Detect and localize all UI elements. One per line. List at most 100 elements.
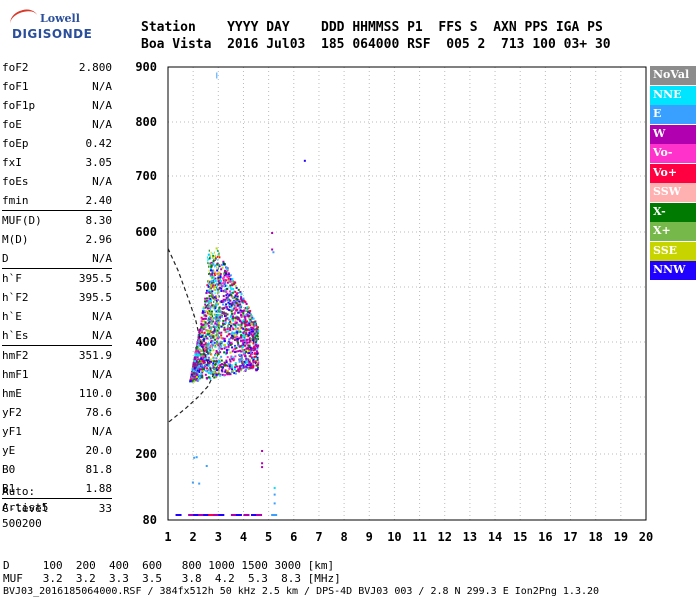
echo-point: [225, 288, 228, 291]
echo-point: [220, 325, 223, 328]
param-value: 78.6: [85, 406, 113, 419]
echo-point: [207, 259, 209, 262]
echo-point: [215, 373, 218, 376]
echo-point: [241, 300, 244, 303]
echo-point: [211, 283, 214, 286]
echo-point: [240, 326, 243, 329]
echo-point: [200, 372, 203, 375]
echo-point: [192, 374, 195, 377]
echo-point: [212, 371, 214, 374]
echo-point: [213, 300, 215, 303]
echo-point: [223, 263, 226, 266]
echo-point: [254, 368, 257, 371]
echo-point: [199, 327, 202, 330]
echo-point: [200, 368, 203, 371]
echo-point: [215, 283, 218, 286]
echo-point: [230, 304, 233, 307]
x-tick-label: 13: [463, 530, 477, 544]
echo-point: [211, 263, 213, 266]
echo-point: [248, 331, 251, 334]
echo-point: [221, 312, 224, 315]
echo-point: [225, 274, 228, 277]
echo-point: [213, 275, 215, 278]
echo-point: [209, 349, 212, 352]
echo-point: [215, 344, 217, 347]
echo-point: [252, 327, 255, 330]
echo-point: [211, 321, 213, 324]
echo-point: [233, 290, 236, 293]
echo-point: [223, 312, 226, 315]
echo-point: [229, 284, 232, 287]
echo-point: [197, 374, 200, 377]
echo-point: [212, 339, 214, 342]
echo-point: [229, 373, 232, 376]
echo-point: [231, 283, 234, 286]
echo-point: [256, 338, 259, 341]
echo-point: [218, 277, 221, 280]
echo-point: [247, 305, 250, 308]
echo-point: [231, 312, 234, 315]
echo-point: [224, 312, 227, 315]
echo-point: [237, 330, 240, 333]
echo-point: [192, 371, 195, 374]
echo-point: [215, 371, 218, 374]
echo-point: [233, 312, 236, 315]
echo-point: [200, 349, 203, 352]
echo-point: [215, 302, 217, 305]
echo-point: [219, 347, 222, 350]
echo-point: [222, 289, 225, 292]
echo-point: [233, 305, 236, 308]
echo-point: [248, 349, 251, 352]
echo-point: [248, 327, 251, 330]
echo-point: [209, 253, 211, 256]
echo-point: [202, 324, 205, 327]
echo-point: [251, 341, 254, 344]
baseline-echo-point: [251, 514, 258, 516]
echo-point: [218, 317, 221, 320]
param-value: 2.96: [85, 233, 113, 246]
echo-point: [249, 309, 252, 312]
echo-point: [222, 277, 225, 280]
echo-point: [221, 370, 224, 373]
echo-point: [200, 320, 203, 323]
echo-point: [239, 349, 242, 352]
echo-point: [204, 300, 207, 303]
echo-point: [257, 361, 260, 364]
echo-point: [226, 268, 229, 271]
echo-point: [204, 357, 207, 360]
echo-point: [215, 367, 217, 370]
echo-point: [204, 321, 207, 324]
echo-point: [208, 347, 210, 350]
echo-point: [208, 291, 211, 294]
echo-point: [232, 300, 235, 303]
echo-point: [249, 339, 252, 342]
echo-point: [253, 345, 256, 348]
echo-point: [193, 357, 196, 360]
param-value: 395.5: [78, 291, 112, 304]
echo-point: [229, 286, 232, 289]
echo-point: [231, 326, 234, 329]
echo-point: [228, 280, 231, 283]
echo-point: [222, 282, 225, 285]
echo-point: [198, 371, 201, 374]
echo-point: [253, 361, 256, 364]
echo-point: [240, 293, 243, 296]
echo-point: [252, 333, 255, 336]
echo-point: [236, 298, 239, 301]
echo-point: [235, 293, 238, 296]
echo-point: [248, 344, 251, 347]
echo-point: [227, 308, 230, 311]
echo-point: [246, 363, 249, 366]
echo-point: [221, 367, 224, 370]
echo-point: [234, 355, 237, 358]
echo-point: [232, 315, 235, 318]
x-tick-label: 8: [340, 530, 347, 544]
echo-point: [213, 296, 216, 299]
echo-point: [207, 376, 210, 379]
echo-point: [234, 324, 237, 327]
echo-point: [228, 342, 231, 345]
logo-line2: DIGISONDE: [12, 27, 93, 41]
echo-point: [191, 375, 194, 378]
echo-point: [241, 365, 244, 368]
echo-point: [244, 369, 247, 372]
